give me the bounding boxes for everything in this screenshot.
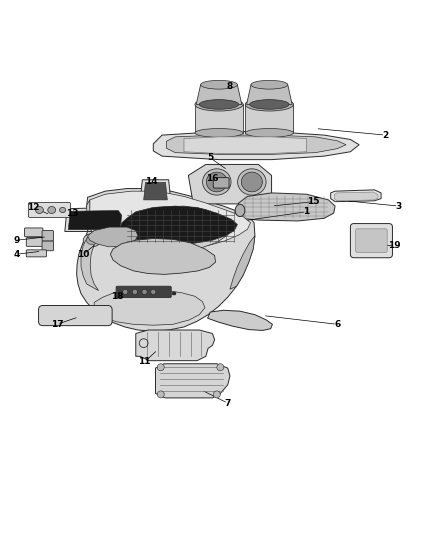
Ellipse shape xyxy=(235,204,245,216)
Polygon shape xyxy=(136,330,215,361)
FancyBboxPatch shape xyxy=(28,203,71,217)
Ellipse shape xyxy=(206,172,227,192)
Ellipse shape xyxy=(199,100,239,109)
Circle shape xyxy=(157,391,164,398)
Circle shape xyxy=(213,391,220,398)
FancyBboxPatch shape xyxy=(25,228,43,237)
FancyBboxPatch shape xyxy=(26,238,45,246)
FancyBboxPatch shape xyxy=(213,177,229,188)
Text: 14: 14 xyxy=(145,176,157,185)
Polygon shape xyxy=(195,104,243,133)
Polygon shape xyxy=(208,310,272,330)
Circle shape xyxy=(217,364,224,371)
FancyBboxPatch shape xyxy=(26,250,46,257)
Text: 16: 16 xyxy=(206,174,219,183)
Text: 2: 2 xyxy=(382,131,389,140)
Polygon shape xyxy=(88,227,138,247)
Circle shape xyxy=(132,289,138,295)
FancyBboxPatch shape xyxy=(350,223,392,258)
Polygon shape xyxy=(155,364,230,398)
Ellipse shape xyxy=(195,128,243,138)
Ellipse shape xyxy=(48,206,56,214)
Text: 15: 15 xyxy=(307,197,319,206)
Polygon shape xyxy=(81,231,99,290)
Polygon shape xyxy=(247,85,292,104)
Circle shape xyxy=(157,364,164,371)
Ellipse shape xyxy=(201,80,237,89)
Text: 7: 7 xyxy=(225,399,231,408)
Polygon shape xyxy=(166,135,346,155)
Polygon shape xyxy=(87,200,90,231)
Text: 11: 11 xyxy=(138,358,151,367)
Text: 12: 12 xyxy=(27,203,39,212)
Polygon shape xyxy=(245,104,293,133)
Text: 3: 3 xyxy=(396,201,402,211)
Text: 4: 4 xyxy=(14,250,20,259)
Polygon shape xyxy=(65,207,126,231)
Text: 6: 6 xyxy=(334,320,340,329)
Polygon shape xyxy=(184,137,307,154)
Polygon shape xyxy=(188,165,272,204)
Polygon shape xyxy=(77,189,255,332)
Polygon shape xyxy=(334,192,378,201)
Text: 18: 18 xyxy=(111,292,124,301)
FancyBboxPatch shape xyxy=(116,286,171,297)
Ellipse shape xyxy=(83,233,101,247)
FancyBboxPatch shape xyxy=(42,231,53,241)
Ellipse shape xyxy=(250,100,289,109)
Polygon shape xyxy=(88,191,251,249)
Ellipse shape xyxy=(202,169,231,195)
Ellipse shape xyxy=(251,80,288,89)
FancyBboxPatch shape xyxy=(39,305,112,326)
Polygon shape xyxy=(230,236,255,289)
Polygon shape xyxy=(68,211,122,230)
Polygon shape xyxy=(110,238,215,274)
Text: 19: 19 xyxy=(388,241,400,250)
Ellipse shape xyxy=(60,207,66,213)
Polygon shape xyxy=(153,132,359,159)
Ellipse shape xyxy=(86,236,97,245)
Text: 5: 5 xyxy=(207,154,213,163)
FancyBboxPatch shape xyxy=(42,241,53,251)
Text: 9: 9 xyxy=(14,236,20,245)
Ellipse shape xyxy=(237,169,266,195)
Circle shape xyxy=(151,289,156,295)
Ellipse shape xyxy=(245,98,293,111)
Polygon shape xyxy=(140,180,171,203)
Polygon shape xyxy=(120,206,237,245)
FancyBboxPatch shape xyxy=(356,229,387,253)
Ellipse shape xyxy=(35,206,43,214)
Polygon shape xyxy=(94,289,205,325)
Text: 1: 1 xyxy=(304,207,310,216)
Ellipse shape xyxy=(245,128,293,138)
Polygon shape xyxy=(120,206,232,252)
Text: 17: 17 xyxy=(51,320,63,329)
Text: 10: 10 xyxy=(77,250,89,259)
Text: 13: 13 xyxy=(66,209,78,219)
Polygon shape xyxy=(196,85,242,104)
Text: 8: 8 xyxy=(227,82,233,91)
Circle shape xyxy=(123,289,128,295)
Ellipse shape xyxy=(195,98,243,111)
Polygon shape xyxy=(331,190,381,201)
Circle shape xyxy=(142,289,147,295)
Ellipse shape xyxy=(241,172,262,192)
Polygon shape xyxy=(144,182,167,200)
Polygon shape xyxy=(237,193,335,221)
